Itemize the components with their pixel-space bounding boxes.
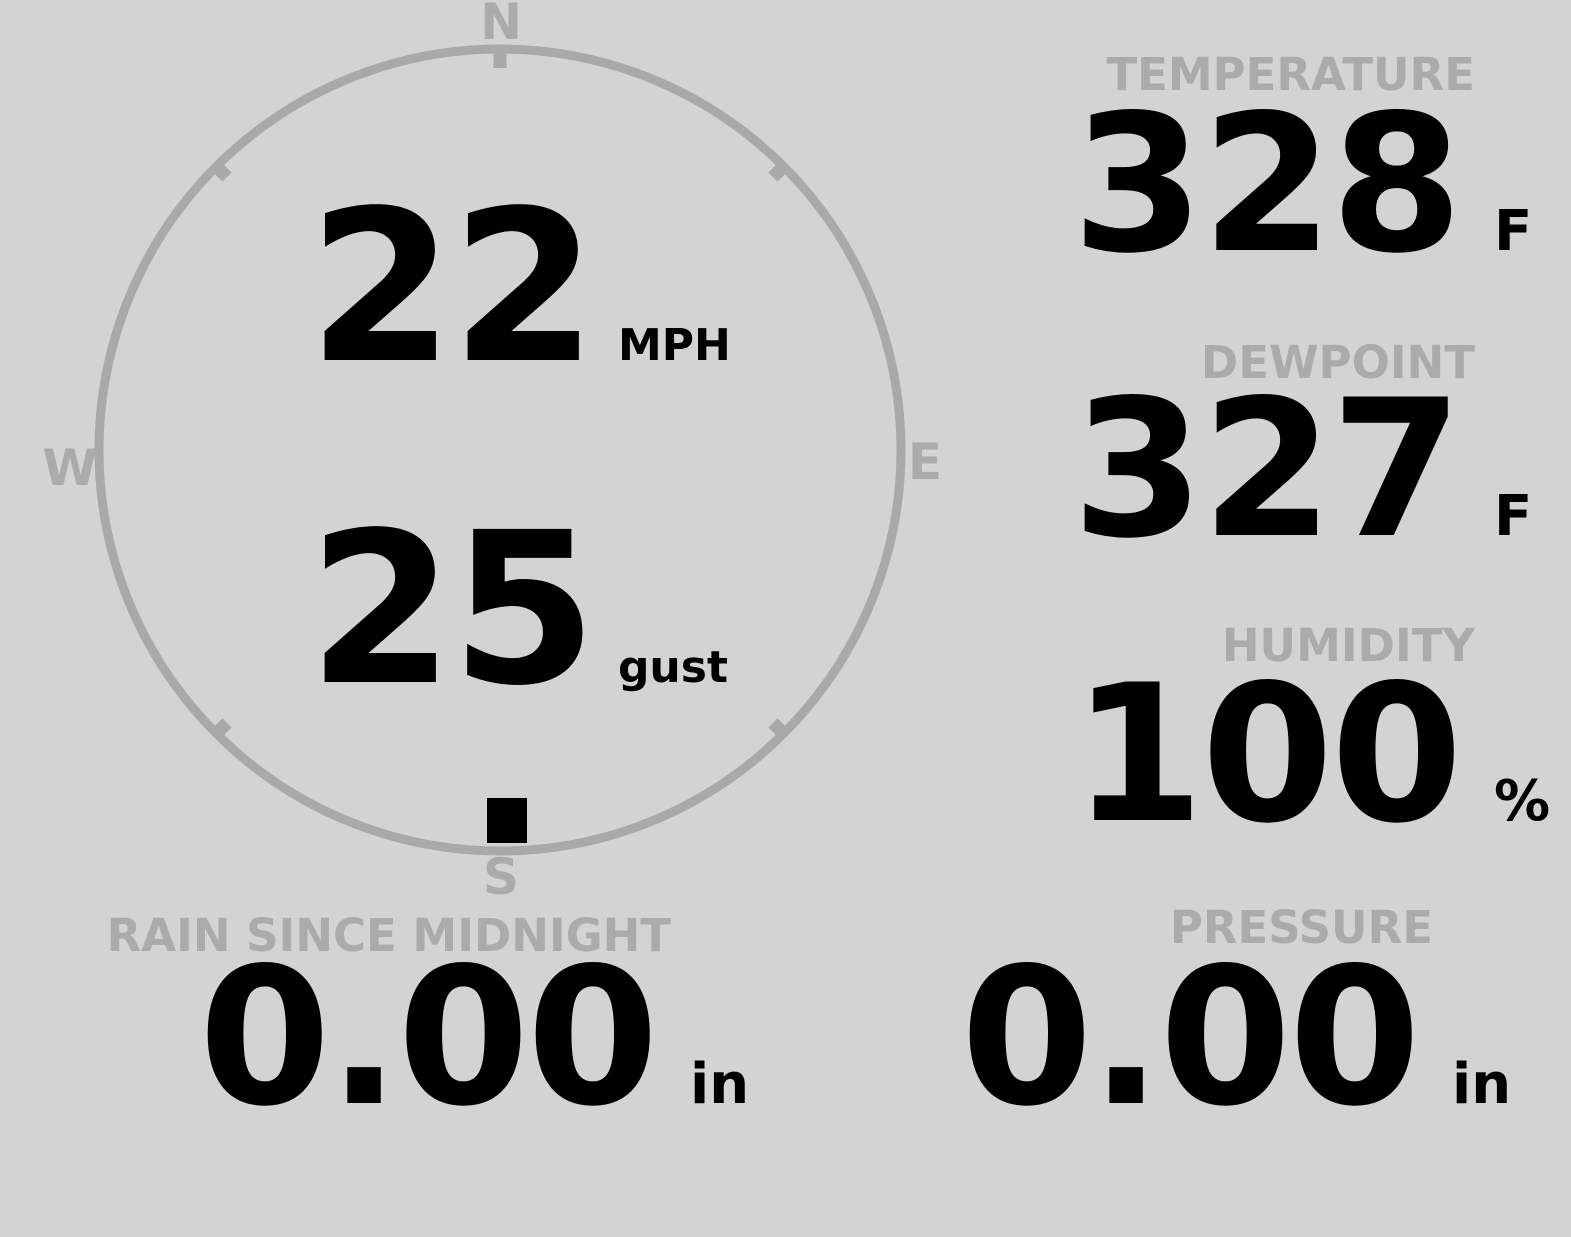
wind-speed-value: 22 <box>308 165 597 410</box>
rain-value: 0.00 <box>198 927 659 1148</box>
metric-rain: RAIN SINCE MIDNIGHT 0.00 in <box>7 913 767 1133</box>
dewpoint-label: DEWPOINT <box>1200 336 1475 389</box>
metric-humidity: HUMIDITY 100 % <box>811 623 1571 850</box>
metric-temperature: TEMPERATURE 328 F <box>811 52 1571 280</box>
pressure-label: PRESSURE <box>1169 901 1433 954</box>
compass-ring <box>94 44 906 856</box>
temperature-row: 328 F <box>811 90 1571 280</box>
wind-speed: 22 MPH <box>308 183 731 393</box>
wind-direction-marker <box>487 798 527 843</box>
tick-southwest <box>211 718 232 739</box>
humidity-unit: % <box>1494 769 1551 834</box>
compass-label-west: W <box>42 439 98 497</box>
metric-dewpoint: DEWPOINT 327 F <box>811 340 1571 565</box>
temperature-value: 328 <box>1071 74 1463 295</box>
rain-row: 0.00 in <box>7 943 767 1133</box>
wind-gust: 25 gust <box>308 505 728 715</box>
compass-label-east: E <box>907 433 943 491</box>
wind-gust-unit: gust <box>617 642 728 693</box>
humidity-row: 100 % <box>811 660 1571 850</box>
wind-compass: N E S W 22 MPH 25 gust <box>0 0 1000 920</box>
wind-gust-value: 25 <box>308 487 597 732</box>
compass-ticks <box>211 53 789 739</box>
temperature-unit: F <box>1494 199 1533 264</box>
compass-label-north: N <box>480 0 522 51</box>
pressure-value: 0.00 <box>960 927 1421 1148</box>
wind-speed-unit: MPH <box>617 320 731 371</box>
tick-northeast <box>768 161 789 182</box>
pressure-row: 0.00 in <box>769 943 1529 1133</box>
rain-unit: in <box>690 1052 750 1117</box>
dewpoint-value: 327 <box>1071 359 1463 580</box>
tick-northwest <box>211 161 232 182</box>
compass-label-south: S <box>482 848 519 906</box>
tick-southeast <box>768 718 789 739</box>
metric-pressure: PRESSURE 0.00 in <box>769 905 1529 1133</box>
rain-label: RAIN SINCE MIDNIGHT <box>106 909 671 962</box>
dewpoint-unit: F <box>1494 484 1533 549</box>
dewpoint-row: 327 F <box>811 375 1571 565</box>
temperature-label: TEMPERATURE <box>1106 48 1475 101</box>
humidity-label: HUMIDITY <box>1221 619 1475 672</box>
compass-circle <box>94 44 906 856</box>
pressure-unit: in <box>1452 1052 1512 1117</box>
humidity-value: 100 <box>1071 644 1463 865</box>
